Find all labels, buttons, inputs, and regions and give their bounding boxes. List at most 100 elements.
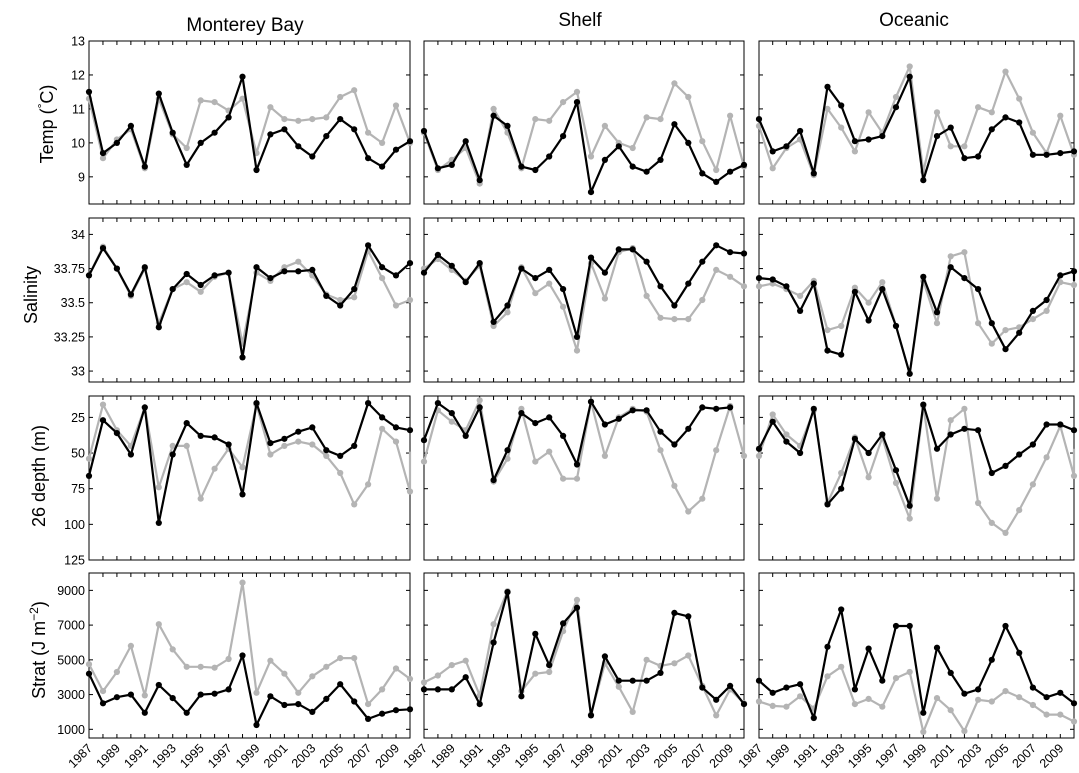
- data-point-black: [99, 417, 107, 424]
- data-point-black: [769, 148, 776, 155]
- y-tick-label: 9: [78, 170, 85, 184]
- data-point-black: [740, 701, 748, 708]
- row-label-strat: Strat (J m−2): [27, 601, 49, 699]
- x-tick-label: 2009: [373, 741, 403, 771]
- data-point-gray: [865, 474, 872, 481]
- data-point-gray: [490, 621, 497, 628]
- data-point-black: [211, 434, 218, 441]
- series-line-black: [88, 654, 411, 727]
- data-point-gray: [85, 455, 93, 462]
- x-tick-label: 1993: [149, 741, 179, 771]
- data-point-black: [546, 662, 553, 669]
- data-point-black: [865, 645, 872, 652]
- data-point-gray: [573, 596, 581, 604]
- data-point-black: [225, 114, 232, 121]
- data-point-gray: [643, 656, 650, 663]
- data-point-black: [127, 291, 134, 298]
- data-point-black: [211, 272, 218, 279]
- data-point-gray: [573, 88, 581, 95]
- data-point-gray: [323, 452, 330, 459]
- data-point-black: [975, 427, 982, 434]
- data-point-black: [783, 283, 790, 290]
- data-point-black: [657, 156, 664, 163]
- panel-frame: [88, 217, 411, 383]
- data-point-black: [169, 695, 176, 702]
- data-point-gray: [351, 655, 358, 662]
- series-gray: [755, 402, 1078, 537]
- column-title-shelf: Shelf: [558, 10, 602, 31]
- data-point-black: [420, 269, 428, 276]
- data-point-black: [560, 286, 567, 293]
- series-line-gray: [422, 82, 746, 185]
- data-point-gray: [379, 425, 386, 432]
- data-point-black: [1057, 150, 1064, 157]
- data-point-black: [560, 133, 567, 140]
- y-tick-label: 100: [64, 518, 85, 532]
- data-point-black: [462, 674, 469, 681]
- data-point-black: [573, 461, 581, 468]
- data-point-gray: [975, 104, 982, 111]
- data-point-gray: [685, 508, 692, 515]
- data-point-black: [351, 442, 358, 449]
- data-point-black: [824, 643, 831, 650]
- data-point-black: [671, 441, 678, 448]
- data-point-gray: [239, 95, 246, 102]
- data-point-black: [587, 398, 595, 405]
- data-point-black: [365, 242, 372, 249]
- data-point-gray: [1057, 279, 1064, 286]
- panel-strat-oceanic: 1987198919911993199519971999200120032005…: [736, 572, 1078, 771]
- data-point-black: [601, 269, 609, 276]
- y-tick-label: 125: [64, 554, 85, 568]
- panels: 9 10 11 12 13 33 33.25 33.5 33.75 34 25 50 75 100 125 1…: [54, 35, 1078, 771]
- data-point-black: [337, 116, 344, 123]
- data-point-black: [961, 690, 968, 697]
- data-point-black: [490, 477, 497, 484]
- data-point-gray: [933, 109, 941, 116]
- data-point-gray: [769, 165, 776, 172]
- x-tick-label: 1987: [66, 741, 96, 771]
- data-point-gray: [685, 93, 692, 101]
- data-point-black: [462, 279, 469, 286]
- data-point-gray: [183, 279, 190, 286]
- series-line-black: [87, 402, 411, 525]
- data-point-black: [323, 695, 330, 703]
- data-point-gray: [713, 712, 720, 719]
- data-point-gray: [1057, 112, 1064, 119]
- data-point-black: [865, 136, 872, 143]
- data-point-black: [295, 701, 302, 708]
- data-point-black: [797, 127, 804, 135]
- data-point-gray: [197, 288, 204, 295]
- data-point-black: [671, 609, 678, 617]
- data-point-black: [685, 613, 692, 620]
- data-point-gray: [281, 442, 288, 449]
- data-point-gray: [351, 501, 358, 508]
- data-point-black: [295, 143, 302, 150]
- data-point-black: [906, 502, 913, 509]
- data-point-black: [560, 620, 567, 627]
- x-tick-label: 1997: [205, 741, 235, 771]
- data-point-black: [490, 112, 497, 119]
- x-tick-label: 2003: [289, 741, 319, 771]
- data-point-black: [615, 246, 622, 253]
- data-point-gray: [351, 294, 358, 301]
- data-point-gray: [295, 438, 302, 445]
- x-tick-label: 1989: [93, 741, 123, 771]
- data-point-black: [169, 286, 176, 293]
- data-point-gray: [155, 484, 162, 491]
- data-point-gray: [671, 482, 678, 489]
- data-point-gray: [851, 148, 859, 155]
- data-point-gray: [1070, 281, 1078, 289]
- x-tick-label: 1991: [456, 741, 486, 771]
- data-point-black: [769, 689, 776, 696]
- data-point-black: [434, 400, 441, 407]
- data-point-black: [685, 139, 692, 146]
- data-point-black: [267, 693, 274, 700]
- data-point-black: [727, 249, 734, 256]
- data-point-gray: [253, 689, 260, 696]
- data-point-black: [685, 280, 692, 287]
- panel-26-depth-monterey-bay: 25 50 75 100 125: [64, 395, 414, 568]
- panel-salinity-monterey-bay: 33 33.25 33.5 33.75 34: [54, 217, 414, 383]
- data-point-black: [988, 320, 995, 327]
- data-point-black: [490, 639, 497, 646]
